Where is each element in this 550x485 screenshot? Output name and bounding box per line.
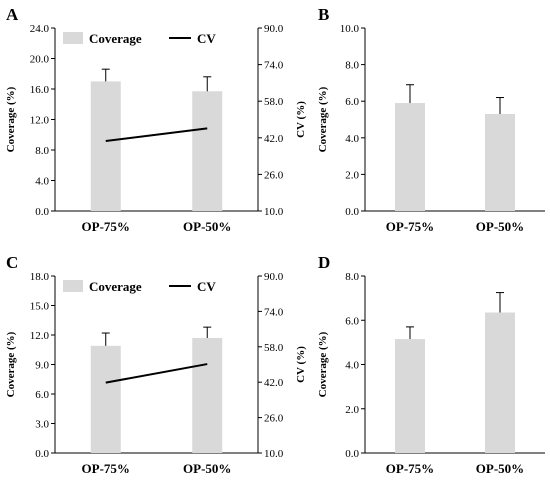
y-tick-label: 4.0 [345, 133, 359, 145]
x-tick-label: OP-50% [183, 461, 231, 476]
y2-tick-label: 90.0 [264, 23, 284, 35]
y-tick-label: 18.0 [30, 271, 50, 283]
y-tick-label: 3.0 [35, 419, 49, 431]
y-axis-title: Coverage (%) [317, 86, 329, 152]
legend-swatch-coverage [63, 32, 83, 44]
y-tick-label: 0.0 [35, 448, 49, 460]
bar-coverage [485, 114, 515, 211]
y-tick-label: 8.0 [345, 60, 359, 72]
chart-panel-d: D 0.0 2.0 4.0 6.0 8.0 Coverage (%) OP-75% OP-50% [317, 253, 545, 476]
y-tick-label: 0.0 [345, 206, 359, 218]
y2-tick-label: 26.0 [264, 413, 284, 425]
legend-label-coverage: Coverage [89, 31, 142, 46]
y-tick-label: 6.0 [345, 315, 359, 327]
y2-tick-label: 10.0 [264, 448, 284, 460]
bar-coverage [485, 312, 515, 453]
y2-tick-label: 90.0 [264, 271, 284, 283]
x-tick-label: OP-75% [82, 461, 130, 476]
y-tick-label: 24.0 [30, 23, 50, 35]
y-tick-label: 8.0 [35, 145, 49, 157]
legend-label-coverage: Coverage [89, 279, 142, 294]
y-tick-label: 20.0 [30, 54, 50, 66]
y-tick-label: 12.0 [30, 330, 50, 342]
y-tick-label: 12.0 [30, 115, 50, 127]
y-tick-label: 4.0 [35, 176, 49, 188]
panel-letter: A [6, 5, 19, 24]
y2-tick-label: 42.0 [264, 377, 284, 389]
bar-coverage [90, 345, 121, 453]
y2-tick-label: 58.0 [264, 342, 284, 354]
y-axis-title: Coverage (%) [5, 86, 17, 152]
x-tick-label: OP-75% [386, 461, 434, 476]
panel-letter: C [6, 253, 18, 272]
y2-tick-label: 42.0 [264, 133, 284, 145]
y2-axis-title: CV (%) [295, 346, 307, 383]
legend-label-cv: CV [197, 31, 216, 46]
y-tick-label: 2.0 [345, 169, 359, 181]
y2-axis-title: CV (%) [295, 101, 307, 138]
x-tick-label: OP-75% [386, 219, 434, 234]
y-tick-label: 9.0 [35, 360, 49, 372]
panel-letter: B [318, 5, 329, 24]
y-tick-label: 0.0 [345, 448, 359, 460]
y2-tick-label: 74.0 [264, 306, 284, 318]
bar-coverage [395, 103, 425, 211]
y-tick-label: 6.0 [35, 389, 49, 401]
y2-tick-label: 74.0 [264, 60, 284, 72]
y2-tick-label: 10.0 [264, 206, 284, 218]
line-cv [105, 127, 208, 142]
y-tick-label: 2.0 [345, 404, 359, 416]
chart-panel-b: B 0.0 2.0 4.0 6.0 8.0 10.0 Coverage (%) OP-75% OP… [317, 5, 545, 234]
y-tick-label: 15.0 [30, 301, 50, 313]
bar-coverage [395, 339, 425, 453]
chart-panel-c: C 0.0 3.0 6.0 9.0 12.0 15.0 18.0 Coverage (%) OP-… [5, 253, 307, 476]
bar-coverage [90, 81, 121, 211]
y-axis-title: Coverage (%) [5, 331, 17, 397]
y-tick-label: 8.0 [345, 271, 359, 283]
y-tick-label: 16.0 [30, 84, 50, 96]
y2-tick-label: 26.0 [264, 169, 284, 181]
legend-swatch-coverage [63, 280, 83, 292]
y2-tick-label: 58.0 [264, 96, 284, 108]
x-tick-label: OP-50% [476, 461, 524, 476]
x-tick-label: OP-50% [183, 219, 231, 234]
panel-letter: D [318, 253, 330, 272]
chart-panel-a: A 0.0 4.0 8.0 12.0 16.0 20.0 24.0 Coverage (%) OP… [5, 5, 307, 234]
bar-coverage [192, 337, 223, 453]
x-tick-label: OP-75% [82, 219, 130, 234]
bar-coverage [192, 91, 223, 211]
line-cv [105, 363, 208, 384]
y-tick-label: 10.0 [340, 23, 360, 35]
legend-label-cv: CV [197, 279, 216, 294]
y-tick-label: 0.0 [35, 206, 49, 218]
y-tick-label: 4.0 [345, 360, 359, 372]
y-tick-label: 6.0 [345, 96, 359, 108]
y-axis-title: Coverage (%) [317, 331, 329, 397]
x-tick-label: OP-50% [476, 219, 524, 234]
